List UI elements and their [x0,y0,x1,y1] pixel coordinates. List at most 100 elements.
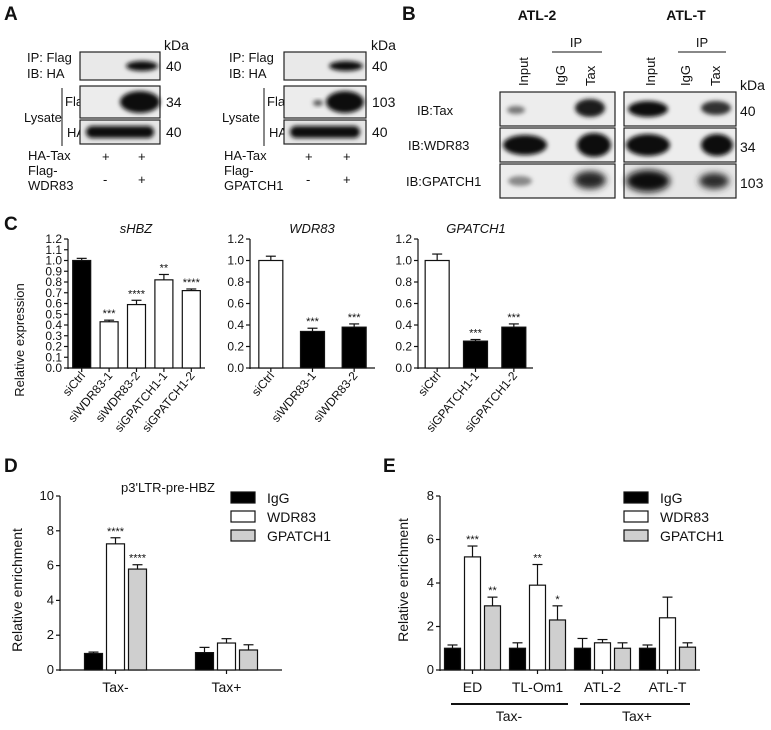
blot-band [507,106,525,114]
legend-swatch [230,529,256,542]
x-tick-label: siWDR83-2 [310,369,360,425]
blot-a1-kda-1: 40 [166,58,182,74]
lane-label-input: Input [643,57,658,86]
blot-a1-kda-2: 34 [166,94,182,110]
chart-title: sHBZ [120,221,154,236]
group-label-atlt: ATL-T [666,7,706,23]
y-tick-label: 1.1 [45,243,62,257]
sign: + [102,149,110,164]
significance-label: *** [306,316,320,328]
y-tick-label: 2 [47,627,54,642]
blot-a1-cond-1: HA-Tax [28,148,71,163]
significance-label: * [555,594,560,606]
chart-c3: 0.00.20.40.60.81.01.2GPATCH1siCtrl***siG… [395,221,533,435]
panel-a: A kDa IP: Flag IB: HA 40 Lysate Flag 34 … [4,4,396,193]
panel-c-ylabel: Relative expression [12,283,27,396]
x-tick-label: TL-Om1 [512,679,564,695]
chart-c1: 0.00.10.20.30.40.50.60.70.80.91.01.11.2 s… [45,221,205,435]
blot-a2-ha-label: HA [269,125,287,140]
blot-a1: kDa IP: Flag IB: HA 40 Lysate Flag 34 HA… [24,37,189,193]
sign: - [103,172,107,187]
bar [462,340,489,369]
x-tick-label: ATL-2 [584,679,621,695]
blot-band [699,173,729,189]
bar [424,259,450,369]
y-tick-label: 0.0 [45,361,62,375]
legend-swatch [230,510,256,523]
sign: - [306,172,310,187]
y-tick-label: 0.0 [395,361,412,375]
blot-b-kda-3: 103 [740,175,764,191]
x-tick-label: Tax- [102,679,129,695]
y-tick-label: 1.0 [395,254,412,268]
chart-c2: 0.0 0.2 0.4 0.6 0.8 1.0 1.2 WDR83 siCtrl *** siWDR… [227,221,375,425]
blot-a2-lysate-label: Lysate [222,110,260,125]
bar [238,649,259,671]
blot-a1-kda-label: kDa [164,37,189,53]
significance-label: ** [488,585,497,597]
bar [105,543,126,671]
y-tick-label: 0.2 [395,340,412,354]
panel-d-ylabel: Relative enrichment [9,528,25,652]
x-tick-label: ATL-T [649,679,687,695]
y-tick-label: 6 [47,558,54,573]
significance-label: *** [348,312,362,324]
legend-swatch [623,529,649,542]
legend-label: IgG [660,490,683,506]
chart-title: GPATCH1 [446,221,505,236]
panel-b: B ATL-2 ATL-T IP IP Input IgG Tax Input … [402,4,765,199]
y-tick-label: 0.2 [227,340,244,354]
y-tick-label: 0.8 [227,275,244,289]
blot-band [120,91,160,113]
y-tick-label: 6 [427,532,434,547]
significance-label: **** [128,288,146,300]
sign: + [138,149,146,164]
bar [613,647,632,671]
significance-label: *** [103,308,117,320]
blot-a2-ip-line: IP: Flag [229,50,274,65]
blot-band [313,100,323,106]
row-label-wdr83: IB:WDR83 [408,138,469,153]
y-tick-label: 0.6 [395,297,412,311]
blot-band [326,91,364,113]
bar [258,259,284,369]
legend: IgG WDR83 GPATCH1 [623,490,724,544]
blot-a1-kda-3: 40 [166,124,182,140]
sign: + [343,172,351,187]
bar [463,556,482,671]
y-tick-label: 1.2 [45,232,62,246]
blot-band [628,101,668,117]
y-tick-label: 2 [427,619,434,634]
legend-swatch [623,491,649,504]
x-tick-label: Tax+ [212,679,242,695]
blot-a1-ib-line: IB: HA [27,66,65,81]
y-tick-label: 0.8 [395,275,412,289]
sign: + [138,172,146,187]
y-tick-label: 4 [47,592,54,607]
y-tick-label: 1.0 [45,254,62,268]
group-label-tax-neg: Tax- [496,708,523,724]
bar [83,652,104,671]
blot-band [701,101,731,115]
bar [299,330,326,369]
y-tick-label: 0.4 [395,318,412,332]
y-tick-label: 0.1 [45,350,62,364]
y-tick-label: 10 [40,488,54,503]
blot-a2-kda-1: 40 [372,58,388,74]
group-label-tax-pos: Tax+ [622,708,652,724]
lane-label-tax: Tax [583,65,598,86]
blot-band [86,126,154,138]
y-tick-label: 1.2 [227,232,244,246]
lane-label-igg: IgG [678,65,693,86]
blot-band [290,126,360,138]
panel-b-letter: B [402,4,416,25]
blot-a2-ib-line: IB: HA [229,66,267,81]
row-label-tax: IB:Tax [417,103,454,118]
blot-band [626,134,670,156]
ip-label: IP [696,35,708,50]
bar [501,326,527,369]
lane-label-igg: IgG [553,65,568,86]
sign: + [343,149,351,164]
legend: IgG WDR83 GPATCH1 [230,490,331,544]
